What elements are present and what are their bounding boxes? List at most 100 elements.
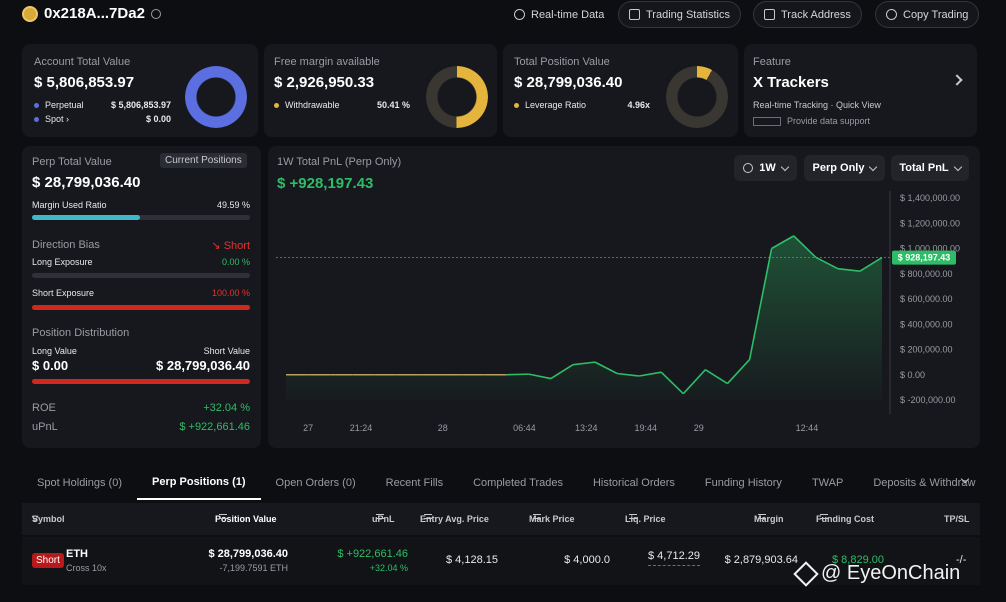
current-positions-button[interactable]: Current Positions: [160, 153, 247, 168]
distribution-bar: [32, 379, 250, 384]
margin-used-bar: [32, 215, 250, 220]
perpetual-row: Perpetual $ 5,806,853.97: [34, 100, 171, 110]
roe-value: +32.04 %: [203, 402, 250, 414]
y-tick-label: $ 800,000.00: [900, 269, 953, 279]
tab-item[interactable]: Historical Orders: [592, 477, 675, 489]
short-exposure-fill: [32, 305, 250, 310]
current-value-badge: [892, 250, 956, 265]
tab-item[interactable]: Deposits & Withdraw: [873, 477, 976, 489]
feature-title: X Trackers: [753, 74, 829, 91]
row-symbol: ETH: [66, 548, 88, 560]
monitor-icon: [764, 9, 775, 20]
y-tick-label: $ 600,000.00: [900, 294, 953, 304]
x-tick-label: 29: [694, 423, 704, 433]
leverage-dot: [514, 103, 519, 109]
upnl-label: uPnL: [32, 421, 58, 433]
pnl-line-segment: [704, 369, 728, 385]
account-total-label: Account Total Value: [34, 56, 131, 68]
chevron-right-icon[interactable]: [951, 74, 963, 86]
track-address-button[interactable]: Track Address: [753, 1, 862, 28]
copy-trading-button[interactable]: Copy Trading: [875, 1, 980, 28]
pnl-line-segment: [639, 371, 662, 377]
y-tick-label: $ -200,000.00: [900, 395, 956, 405]
short-exposure-label: Short Exposure: [32, 288, 95, 298]
y-tick-label: $ 1,200,000.00: [900, 218, 960, 228]
y-tick-label: $ 400,000.00: [900, 319, 953, 329]
clock-icon: [743, 163, 754, 173]
pnl-chart-value: $ +928,197.43: [277, 175, 374, 192]
long-exposure-pct: 0.00 %: [221, 257, 250, 267]
pnl-line-segment: [859, 256, 883, 272]
x-tick-label: 19:44: [635, 423, 658, 433]
sort-icon: [629, 514, 637, 519]
tab-item[interactable]: Recent Fills: [385, 477, 444, 489]
chart-icon: [629, 9, 640, 20]
upnl-value: $ +922,661.46: [179, 421, 250, 433]
pnl-line-segment: [550, 363, 574, 380]
pnl-line-segment: [837, 267, 861, 273]
feature-label: Feature: [753, 56, 791, 68]
short-value-label: Short Value: [203, 346, 250, 356]
pnl-line-segment: [748, 248, 773, 360]
watermark-logo-icon: [793, 560, 819, 587]
row-entry-price: $ 4,128.15: [446, 554, 498, 566]
provider-logo-icon: [753, 117, 781, 127]
filter-icon: ▽: [32, 514, 39, 523]
pnl-type-select[interactable]: Total PnL: [891, 155, 969, 181]
perp-only-select[interactable]: Perp Only: [804, 155, 885, 181]
x-tick-label: 12:44: [796, 423, 819, 433]
row-funding-cost: $ 8,829.00: [832, 554, 884, 566]
positions-table-header: Symbol ▽ Position Value uPnL Entry Avg. …: [22, 503, 980, 535]
pnl-line-segment: [572, 361, 596, 366]
tab-item[interactable]: Perp Positions (1): [137, 466, 261, 500]
tab-item[interactable]: Completed Trades: [473, 477, 563, 489]
direction-bias-value: ↘ Short: [211, 240, 250, 252]
leverage-donut-chart: [666, 66, 728, 128]
tab-item[interactable]: Funding History: [704, 477, 782, 489]
timeframe-select[interactable]: 1W: [734, 155, 797, 181]
x-tick-label: 27: [303, 423, 313, 433]
sort-icon: [424, 514, 432, 519]
positions-tab-bar: Spot Holdings (0) Perp Positions (1) Open …: [22, 466, 982, 500]
x-tick-label: 13:24: [575, 423, 598, 433]
perpetual-dot: [34, 103, 39, 109]
top-bar: 0x218A...7Da2 Real-time Data Trading Sta…: [0, 0, 1006, 30]
row-margin: $ 2,879,903.64: [724, 554, 798, 566]
perp-total-label: Perp Total Value: [32, 156, 112, 168]
short-value: $ 28,799,036.40: [156, 358, 250, 373]
spot-row[interactable]: Spot › $ 0.00: [34, 114, 171, 124]
tab-item[interactable]: TWAP: [811, 477, 844, 489]
pnl-line-segment: [660, 371, 684, 395]
margin-used-label: Margin Used Ratio: [32, 200, 107, 210]
row-liq-price[interactable]: $ 4,712.29: [648, 550, 700, 566]
pnl-line-segment: [682, 369, 706, 395]
row-tpsl[interactable]: -/-: [956, 554, 967, 566]
y-tick-label: $ 0.00: [900, 370, 925, 380]
realtime-data-button[interactable]: Real-time Data: [504, 1, 614, 28]
row-upnl: $ +922,661.46: [337, 548, 408, 560]
copy-icon[interactable]: [150, 8, 161, 19]
trading-statistics-button[interactable]: Trading Statistics: [618, 1, 741, 28]
table-row[interactable]: Short ETH Cross 10x $ 28,799,036.40 -7,1…: [22, 537, 980, 585]
row-upnl-pct: +32.04 %: [369, 563, 408, 573]
tab-item[interactable]: Open Orders (0): [275, 477, 356, 489]
withdrawable-row: Withdrawable 50.41 %: [274, 100, 410, 110]
feature-card[interactable]: Feature X Trackers Real-time Tracking · …: [744, 44, 977, 137]
total-position-card: Total Position Value $ 28,799,036.40 Lev…: [503, 44, 738, 137]
pnl-line-segment: [726, 359, 751, 385]
sort-icon: [533, 514, 541, 519]
tab-item[interactable]: Spot Holdings (0): [37, 477, 122, 489]
pnl-line-segment: [771, 235, 795, 250]
copy-trading-icon: [886, 9, 897, 20]
row-mark-price: $ 4,000.0: [564, 554, 610, 566]
free-margin-value: $ 2,926,950.33: [274, 74, 375, 91]
x-tick-label: 21:24: [350, 423, 373, 433]
margin-donut-chart: [426, 66, 488, 128]
wallet-avatar: [22, 5, 38, 22]
address-block: 0x218A...7Da2: [22, 5, 161, 22]
leverage-row: Leverage Ratio 4.96x: [514, 100, 650, 110]
pnl-line-segment: [793, 235, 817, 258]
sort-icon: [219, 514, 227, 519]
side-badge: Short: [32, 553, 64, 568]
row-position-size: -7,199.7591 ETH: [219, 563, 288, 573]
